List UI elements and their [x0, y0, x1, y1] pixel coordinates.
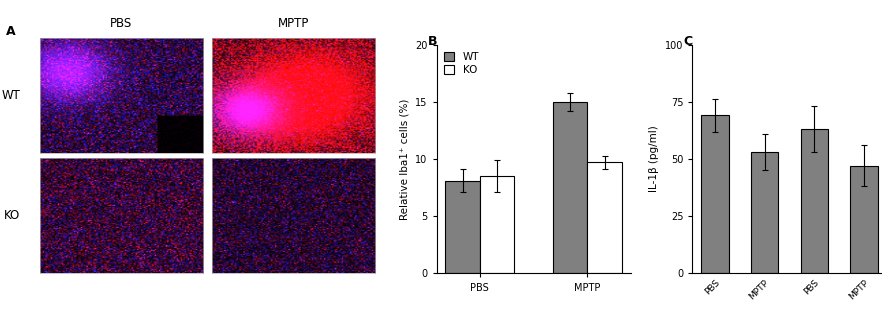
Bar [587, 162, 622, 273]
Text: MPTP: MPTP [278, 17, 309, 30]
Text: PBS: PBS [110, 17, 132, 30]
Bar [850, 166, 878, 273]
Bar [701, 115, 729, 273]
Y-axis label: Relative Iba1⁺ cells (%): Relative Iba1⁺ cells (%) [400, 98, 409, 220]
Y-axis label: IL-1β (pg/ml): IL-1β (pg/ml) [649, 126, 660, 192]
Bar [480, 176, 514, 273]
Text: WT: WT [2, 89, 20, 102]
Text: KO: KO [4, 209, 20, 222]
Legend: WT, KO: WT, KO [442, 50, 482, 77]
Text: A: A [6, 25, 16, 38]
Text: B: B [428, 35, 437, 48]
Bar [801, 129, 828, 273]
Bar [751, 152, 778, 273]
Bar [445, 181, 480, 273]
Text: C: C [684, 35, 692, 48]
Bar [553, 102, 587, 273]
